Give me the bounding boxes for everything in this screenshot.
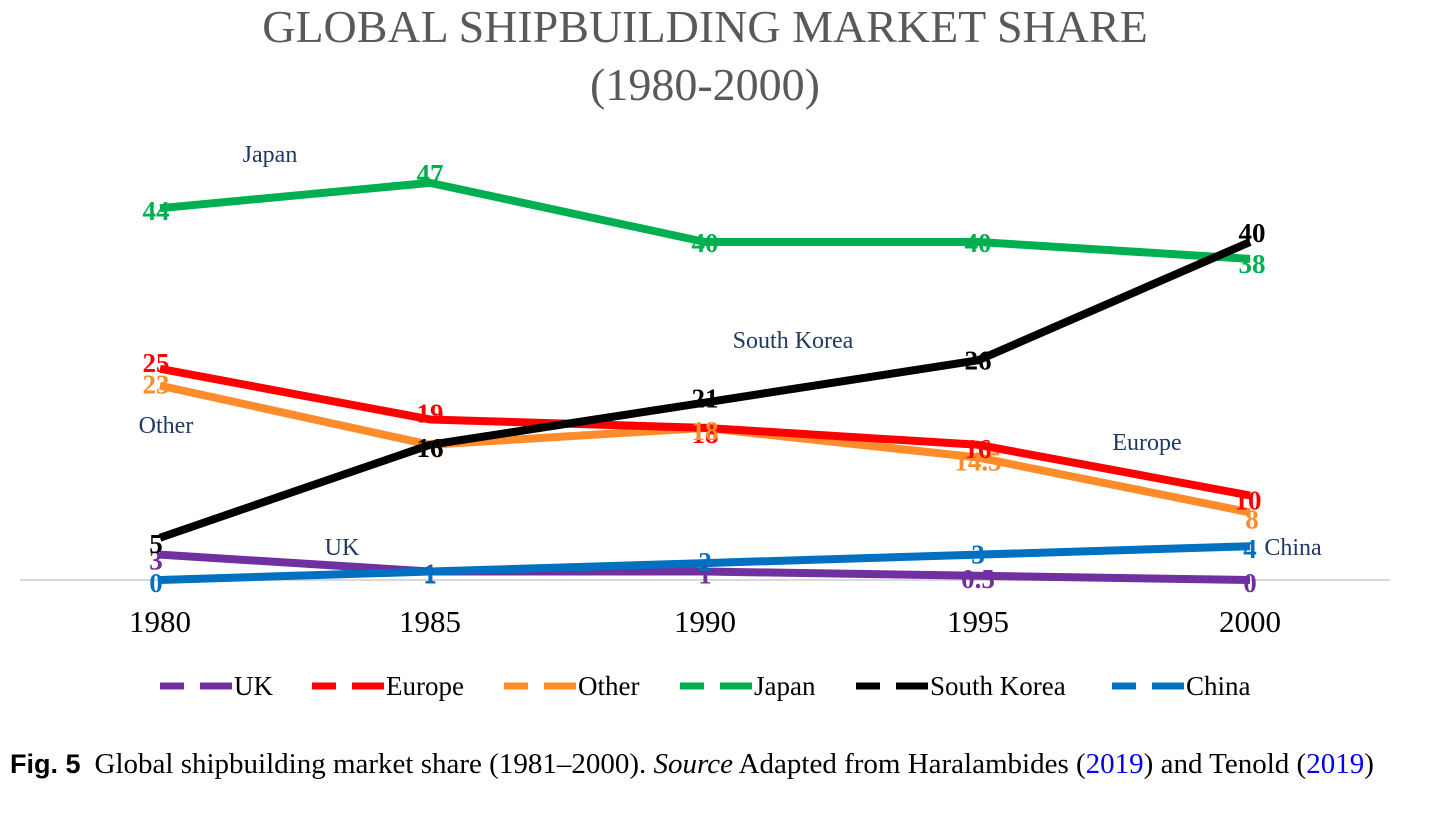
legend-item-europe[interactable]: Europe: [312, 671, 464, 701]
data-label-south-korea-1995: 26: [965, 345, 992, 375]
data-label-other-2000: 8: [1245, 504, 1259, 534]
x-tick-2000: 2000: [1219, 604, 1281, 639]
caption-fig-label: Fig. 5: [10, 749, 81, 779]
caption-source-label: Source: [653, 748, 733, 780]
series-line-south-korea: [158, 238, 1252, 542]
data-label-china-2000: 4: [1243, 534, 1257, 564]
caption-ref-tenold[interactable]: 2019: [1306, 748, 1365, 780]
legend-item-south-korea[interactable]: South Korea: [856, 671, 1066, 701]
data-label-other-1995: 14.5: [954, 446, 1001, 476]
data-label-japan-1990: 40: [692, 228, 719, 258]
annotation-other: Other: [139, 413, 194, 439]
data-label-europe-1980: 25: [143, 348, 170, 378]
data-label-south-korea-1990: 21: [692, 384, 719, 414]
data-label-japan-1985: 47: [417, 159, 444, 189]
legend-item-other[interactable]: Other: [504, 671, 639, 701]
series-line-europe: [159, 364, 1251, 500]
legend-label-south-korea: South Korea: [930, 671, 1066, 701]
legend-label-other: Other: [578, 671, 639, 701]
data-label-other-1990: 18: [692, 416, 719, 446]
data-label-china-1980: 0: [149, 568, 163, 598]
legend-item-china[interactable]: China: [1112, 671, 1251, 701]
caption-text-3: ) and Tenold (: [1143, 748, 1307, 780]
data-label-uk-2000: 0: [1243, 568, 1257, 598]
data-label-uk-1995: 0.5: [961, 564, 995, 594]
x-tick-1985: 1985: [399, 604, 461, 639]
annotation-europe: Europe: [1112, 430, 1181, 456]
x-tick-1995: 1995: [947, 604, 1009, 639]
legend-label-china: China: [1186, 671, 1251, 701]
data-label-japan-1980: 44: [143, 196, 170, 226]
data-label-uk-1980: 3: [149, 546, 163, 576]
chart-title-line-1: GLOBAL SHIPBUILDING MARKET SHARE: [262, 1, 1148, 52]
data-label-south-korea-1985: 16: [417, 433, 444, 463]
data-label-china-1990: 2: [698, 547, 712, 577]
shipbuilding-line-chart: GLOBAL SHIPBUILDING MARKET SHARE (1980-2…: [20, 1, 1390, 701]
caption-ref-haralambides[interactable]: 2019: [1085, 748, 1144, 780]
data-label-europe-1990: 18: [692, 419, 719, 449]
annotation-japan: Japan: [243, 142, 298, 168]
series-line-uk: [159, 550, 1251, 584]
data-label-china-1985: 1: [423, 560, 437, 590]
legend-label-japan: Japan: [754, 671, 816, 701]
series-line-japan: [159, 178, 1251, 263]
data-label-europe-1995: 16: [965, 434, 992, 464]
caption-text-4: ): [1364, 748, 1374, 780]
data-label-other-1980: 23: [143, 370, 170, 400]
data-label-europe-2000: 10: [1235, 486, 1262, 516]
data-label-other-1985: 16: [417, 433, 444, 463]
x-tick-1980: 1980: [129, 604, 191, 639]
data-label-china-1995: 3: [971, 540, 985, 570]
chart-title-line-2: (1980-2000): [590, 59, 820, 110]
data-label-south-korea-2000: 40: [1239, 218, 1266, 248]
x-tick-1990: 1990: [674, 604, 736, 639]
annotation-uk: UK: [325, 535, 360, 561]
caption-text-1: Global shipbuilding market share (1981–2…: [94, 748, 647, 780]
figure-caption: Fig. 5 Global shipbuilding market share (…: [10, 744, 1416, 784]
data-label-uk-1990: 1: [698, 560, 712, 590]
data-label-japan-2000: 38: [1239, 249, 1266, 279]
caption-text-2: Adapted from Haralambides (: [738, 748, 1086, 780]
legend-item-uk[interactable]: UK: [160, 671, 273, 701]
data-label-europe-1985: 19: [417, 398, 444, 428]
annotation-china: China: [1264, 535, 1322, 561]
legend-item-japan[interactable]: Japan: [680, 671, 816, 701]
data-label-uk-1985: 1: [423, 559, 437, 589]
legend-label-europe: Europe: [386, 671, 464, 701]
series-line-china: [159, 542, 1251, 584]
annotation-south-korea: South Korea: [733, 328, 854, 354]
data-label-south-korea-1980: 5: [149, 529, 163, 559]
data-label-japan-1995: 40: [965, 228, 992, 258]
legend-label-uk: UK: [234, 671, 273, 701]
